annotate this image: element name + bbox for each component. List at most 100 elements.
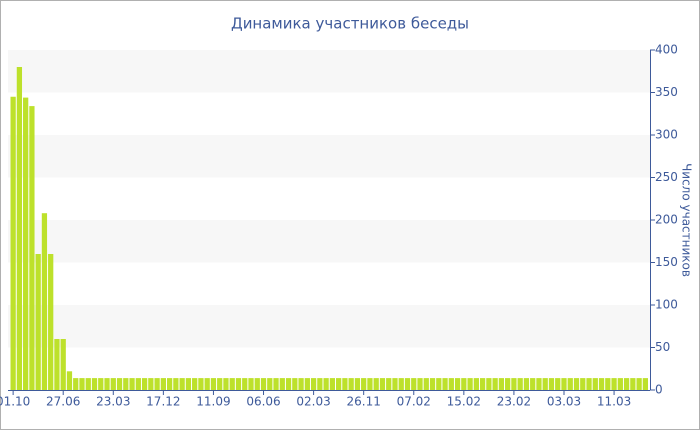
bar — [217, 378, 223, 390]
bar — [110, 378, 116, 390]
bar — [567, 378, 573, 390]
bar — [91, 378, 98, 390]
bar — [66, 371, 73, 390]
bar — [248, 378, 254, 390]
bar — [411, 378, 417, 390]
bar — [561, 378, 567, 390]
bar — [530, 378, 536, 390]
x-tick-label: 26.11 — [346, 395, 380, 409]
bar — [373, 378, 379, 390]
bar — [60, 339, 66, 390]
bar — [198, 378, 204, 390]
bar — [141, 378, 148, 390]
bar — [260, 378, 267, 390]
x-tick-label: 23.03 — [96, 395, 130, 409]
bar — [511, 378, 517, 390]
bar — [73, 378, 79, 390]
bar — [354, 378, 361, 390]
bar — [223, 378, 229, 390]
bar — [148, 378, 154, 390]
y-tick-label: 300 — [655, 128, 678, 142]
x-tick-label: 11.03 — [597, 395, 631, 409]
y-tick-label: 50 — [655, 340, 670, 354]
grid-band — [8, 135, 650, 178]
bar — [154, 378, 160, 390]
bar — [310, 378, 317, 390]
bar — [279, 378, 285, 390]
bar — [536, 378, 542, 390]
bar — [598, 378, 605, 390]
bar — [436, 378, 442, 390]
bar — [104, 378, 110, 390]
bar — [636, 378, 642, 390]
bar — [336, 378, 342, 390]
bar — [617, 378, 623, 390]
bar — [304, 378, 310, 390]
bar — [505, 378, 511, 390]
bar — [85, 378, 91, 390]
bar — [605, 378, 611, 390]
bar — [467, 378, 473, 390]
bar — [135, 378, 141, 390]
bar — [54, 339, 60, 390]
bar — [348, 378, 354, 390]
bar — [461, 378, 467, 390]
bar — [379, 378, 386, 390]
grid-band — [8, 220, 650, 263]
x-tick-label: 15.02 — [447, 395, 481, 409]
chart-title: Динамика участников беседы — [231, 15, 469, 33]
bar — [16, 67, 23, 390]
bar — [329, 378, 336, 390]
bar — [398, 378, 404, 390]
bar — [23, 97, 29, 390]
bar — [417, 378, 423, 390]
y-tick-label: 200 — [655, 213, 678, 227]
bar — [423, 378, 429, 390]
grid-band — [8, 50, 650, 93]
x-tick-label: 23.02 — [497, 395, 531, 409]
bar — [586, 378, 592, 390]
x-tick-label: 17.12 — [146, 395, 180, 409]
bar — [179, 378, 185, 390]
bar — [555, 378, 561, 390]
y-axis-label: Число участников — [680, 163, 694, 277]
bar — [630, 378, 636, 390]
bar — [48, 254, 54, 390]
bar — [229, 378, 235, 390]
bar — [623, 378, 630, 390]
bar — [285, 378, 292, 390]
bar — [542, 378, 548, 390]
bar — [235, 378, 242, 390]
bar — [611, 378, 617, 390]
bar — [204, 378, 210, 390]
bar — [192, 378, 198, 390]
bar — [41, 213, 48, 390]
x-tick-label: 27.06 — [46, 395, 80, 409]
bar — [404, 378, 411, 390]
bar — [98, 378, 104, 390]
x-tick-label: 02.03 — [296, 395, 330, 409]
bar — [517, 378, 523, 390]
bar — [35, 254, 41, 390]
bar — [454, 378, 461, 390]
y-tick-label: 350 — [655, 85, 678, 99]
bar — [79, 378, 85, 390]
bar — [479, 378, 486, 390]
bar — [429, 378, 436, 390]
bar — [298, 378, 304, 390]
x-tick-label: 03.03 — [547, 395, 581, 409]
bar — [361, 378, 367, 390]
bar — [323, 378, 329, 390]
bar — [473, 378, 479, 390]
y-tick-label: 0 — [655, 383, 663, 397]
bar — [242, 378, 248, 390]
bar — [486, 378, 492, 390]
bar — [392, 378, 398, 390]
bar — [498, 378, 505, 390]
x-tick-label: 06.06 — [246, 395, 280, 409]
bar — [642, 378, 648, 390]
bar — [267, 378, 273, 390]
bar — [185, 378, 192, 390]
y-tick-label: 150 — [655, 255, 678, 269]
